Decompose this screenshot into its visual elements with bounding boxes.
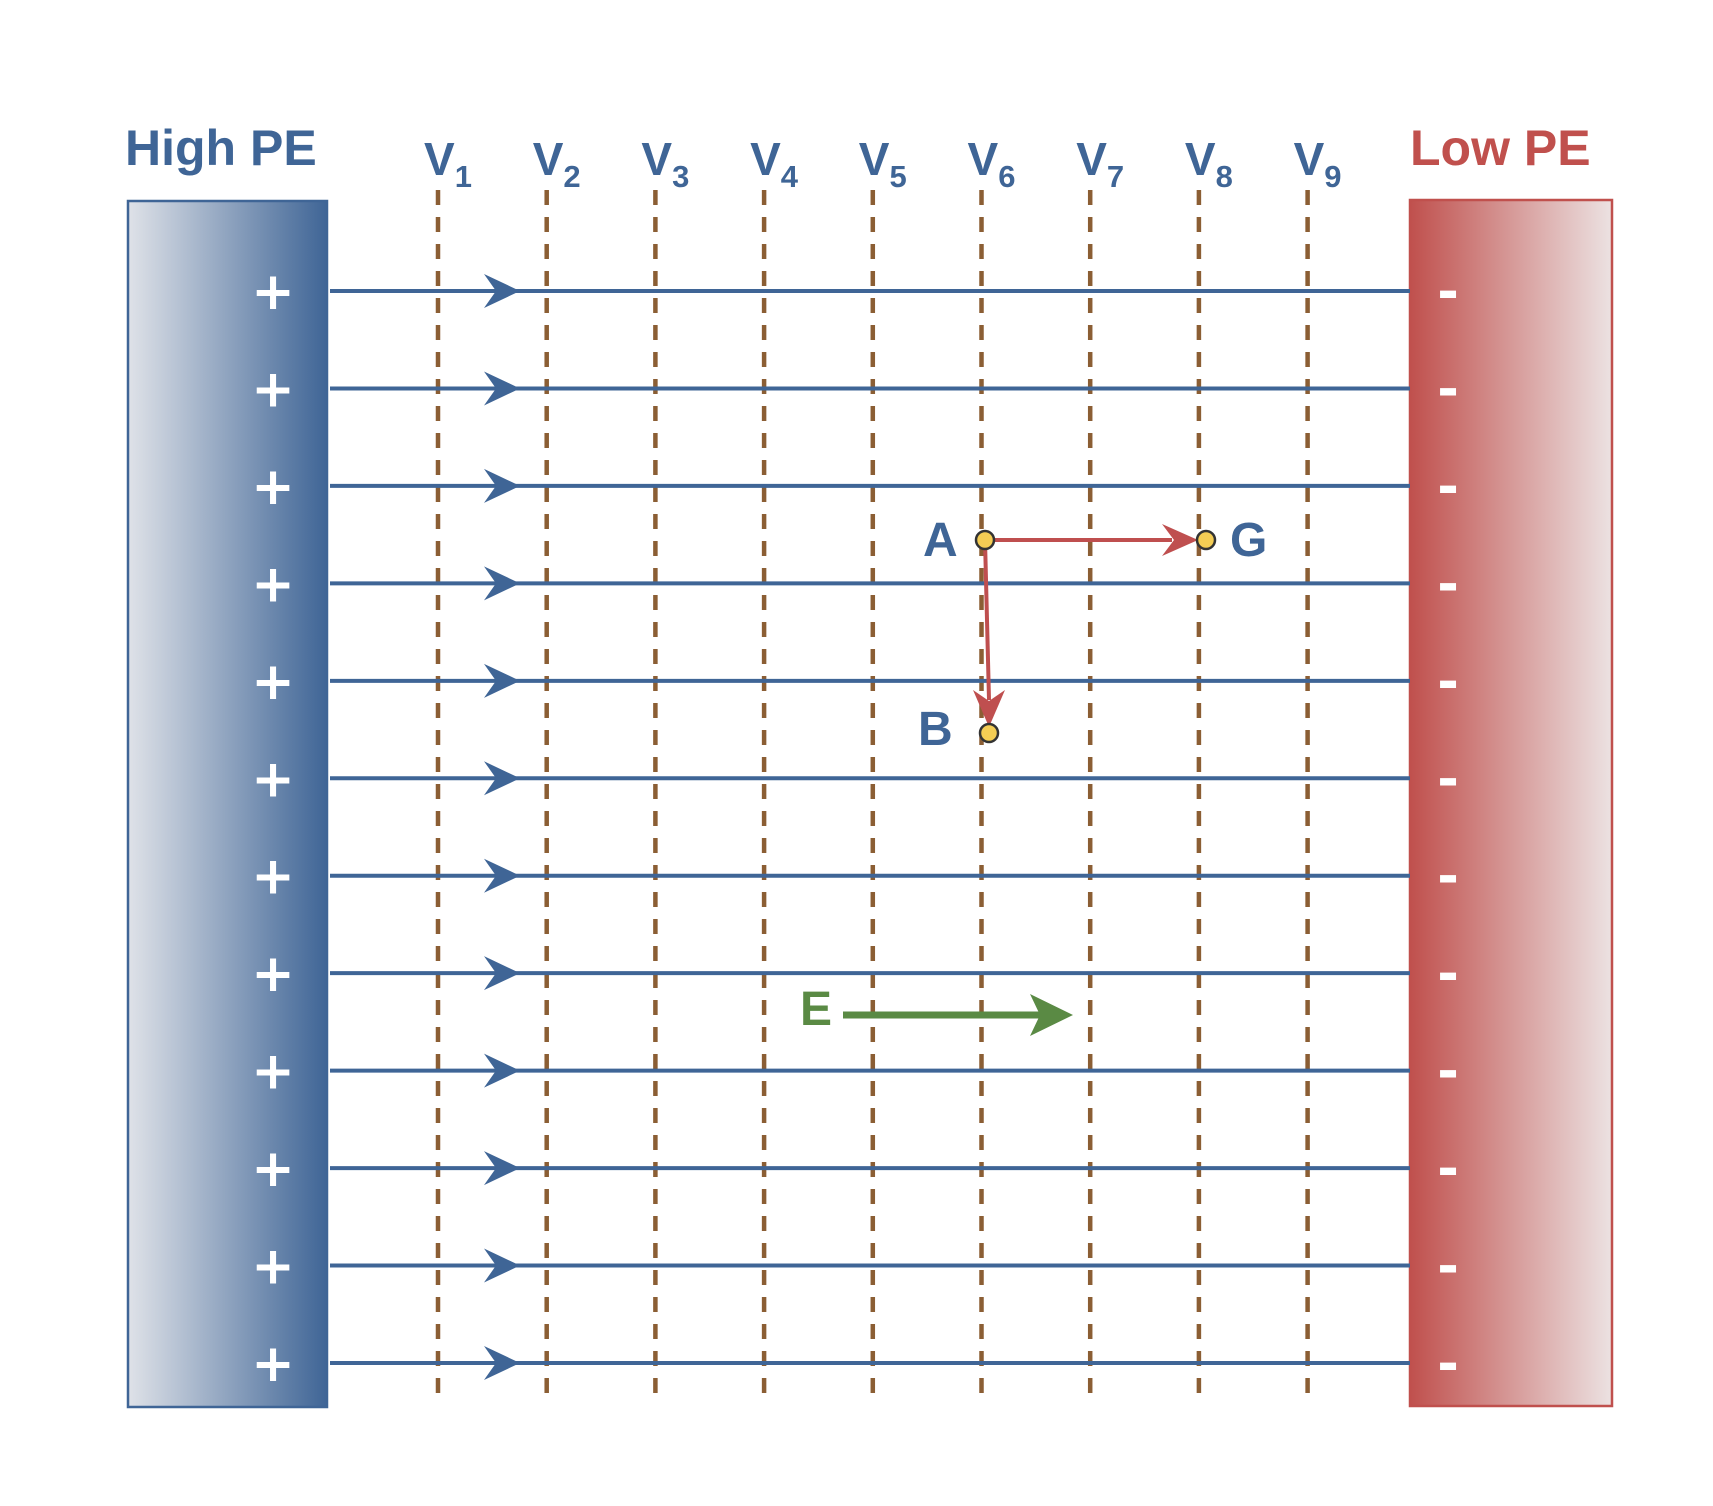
field-line-arrowhead — [484, 1053, 520, 1088]
point-g — [1195, 529, 1217, 551]
potential-label-v7: V7 — [1076, 133, 1124, 194]
minus-sign: - — [1437, 1042, 1459, 1102]
potential-label-v8: V8 — [1185, 133, 1233, 194]
plus-sign: + — [251, 652, 295, 712]
minus-sign: - — [1437, 847, 1459, 907]
minus-sign: - — [1437, 944, 1459, 1004]
field-line-arrowhead — [484, 956, 520, 991]
field-line-arrowhead — [484, 858, 520, 893]
low-pe-label: Low PE — [1410, 120, 1591, 176]
arrowhead-a-to-b — [973, 690, 1005, 727]
potential-label-v2: V2 — [533, 133, 581, 194]
field-line-arrowhead — [484, 663, 520, 698]
minus-sign: - — [1437, 554, 1459, 614]
plus-sign: + — [251, 262, 295, 322]
field-line-arrowhead — [484, 274, 520, 308]
point-b — [978, 722, 1000, 744]
minus-sign: - — [1437, 749, 1459, 809]
point-a — [974, 529, 996, 551]
label-a: A — [923, 514, 958, 567]
field-vector-e: E — [800, 983, 1073, 1036]
plus-sign: + — [251, 457, 295, 517]
displacement-a-to-g — [985, 524, 1198, 556]
field-line-arrowhead — [484, 566, 520, 601]
field-lines — [330, 274, 1410, 1380]
high-pe-label: High PE — [125, 120, 317, 176]
potential-label-v1: V1 — [424, 133, 472, 194]
minus-sign: - — [1437, 1139, 1459, 1199]
field-line-arrowhead — [484, 468, 520, 503]
plus-sign: + — [251, 749, 295, 809]
minus-sign: - — [1437, 262, 1459, 322]
field-line-arrowhead — [484, 1248, 520, 1283]
field-line-arrowhead — [484, 761, 520, 796]
minus-sign: - — [1437, 457, 1459, 517]
field-line-arrowhead — [484, 1346, 520, 1380]
field-vector-arrowhead — [1030, 994, 1073, 1036]
plus-sign: + — [251, 847, 295, 907]
plus-sign: + — [251, 1237, 295, 1297]
minus-sign: - — [1437, 1334, 1459, 1394]
label-e: E — [800, 983, 832, 1036]
plus-sign: + — [251, 1042, 295, 1102]
label-b: B — [918, 703, 953, 756]
positive-charges: + + + + + + + + + + + + — [251, 262, 295, 1394]
plus-sign: + — [251, 554, 295, 614]
label-g: G — [1230, 514, 1267, 567]
plus-sign: + — [251, 1334, 295, 1394]
potential-label-v5: V5 — [859, 133, 907, 194]
equipotential-lines — [435, 190, 1310, 1405]
potential-label-v6: V6 — [968, 133, 1016, 194]
negative-charges: - - - - - - - - - - - - — [1437, 262, 1459, 1394]
minus-sign: - — [1437, 359, 1459, 419]
low-pe-plate — [1408, 198, 1614, 1408]
potential-label-v9: V9 — [1294, 133, 1342, 194]
potential-label-v3: V3 — [641, 133, 689, 194]
plus-sign: + — [251, 944, 295, 1004]
minus-sign: - — [1437, 652, 1459, 712]
displacement-a-to-b — [973, 539, 1005, 727]
high-pe-plate — [126, 199, 329, 1409]
arrowhead-a-to-g — [1162, 524, 1198, 556]
field-line-arrowhead — [484, 371, 520, 406]
minus-sign: - — [1437, 1237, 1459, 1297]
potential-label-v4: V4 — [750, 133, 799, 194]
potential-labels: V1 V2 V3 V4 V5 V6 V7 V8 V9 — [424, 133, 1342, 194]
field-line-arrowhead — [484, 1151, 520, 1186]
plus-sign: + — [251, 359, 295, 419]
plus-sign: + — [251, 1139, 295, 1199]
